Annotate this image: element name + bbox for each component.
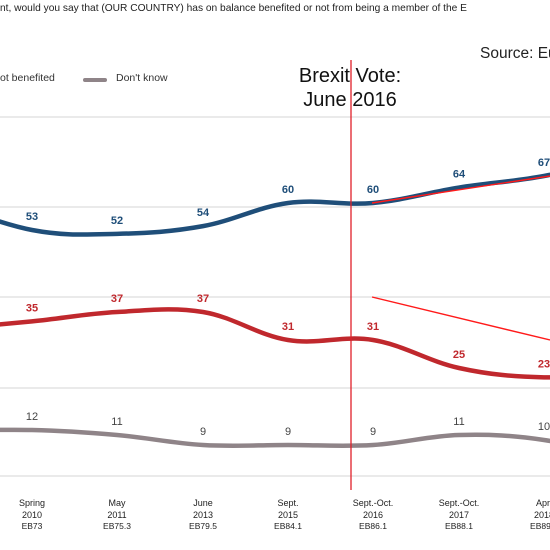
x-tick-label-2-line2: 2011 (107, 509, 127, 520)
data-label-grey-7: 10 (538, 421, 550, 433)
data-label-red-2: 37 (111, 293, 123, 305)
x-tick-label-2-line3: EB75.3 (103, 521, 131, 531)
x-tick-label-1-line1: Spring (18, 498, 45, 508)
trend-annotation-line-0 (371, 175, 550, 204)
series-line-red (0, 307, 550, 380)
x-tick-label-6-line3: EB88.1 (445, 521, 473, 531)
data-label-red-4: 31 (282, 321, 294, 333)
data-label-blue-5: 60 (367, 184, 379, 196)
x-tick-label-5-line2: 2016 (362, 509, 384, 520)
data-label-blue-6: 64 (453, 169, 466, 181)
source-note: Source: Eu (480, 45, 550, 62)
x-tick-label-2-line1: May (108, 498, 126, 508)
data-label-red-5: 31 (367, 321, 379, 333)
data-label-grey-5: 9 (370, 426, 376, 438)
trend-annotation-line-1 (371, 296, 550, 341)
series-lines (0, 172, 550, 449)
x-tick-label-7-line1: Apr. (535, 498, 550, 508)
data-labels: 53 52 54 60 60 64 67 35 37 37 31 31 25 23 12 11 9 9 9 11 10 (26, 157, 550, 438)
x-tick-label-4-line1: Sept. (277, 498, 299, 508)
data-label-grey-6: 11 (453, 416, 464, 428)
x-tick-label-5: Sept.-Oct. 2016 EB86.1 (338, 498, 408, 533)
x-tick-label-1: Spring 2010 EB73 (0, 498, 67, 533)
x-tick-label-3-line3: EB79.5 (189, 521, 217, 531)
x-tick-label-4-line3: EB84.1 (274, 521, 302, 531)
x-tick-label-1-line3: EB73 (21, 521, 43, 531)
annotation-line-2: June 2016 (303, 89, 397, 111)
x-tick-label-4-line2: 2015 (277, 509, 299, 520)
legend-label-dont-know: Don't know (116, 72, 168, 84)
x-tick-label-7-line2: 2018 (533, 509, 550, 520)
legend-swatch-dont-know (83, 78, 107, 82)
data-label-red-7: 23 (538, 358, 550, 370)
data-label-grey-4: 9 (285, 426, 291, 438)
series-line-grey (0, 427, 550, 449)
data-label-blue-4: 60 (282, 184, 294, 196)
x-tick-label-7: Apr.2018EB89.2 (509, 498, 550, 533)
series-line-blue (0, 172, 550, 237)
data-label-blue-7: 67 (538, 157, 550, 169)
trend-annotation-lines (371, 175, 550, 341)
x-tick-label-5-line1: Sept.-Oct. (352, 498, 394, 508)
x-tick-label-3-line1: June (193, 498, 213, 508)
gridlines (0, 116, 550, 477)
x-tick-label-4: Sept. 2015 EB84.1 (253, 498, 323, 533)
x-tick-label-1-line2: 2010 (21, 509, 43, 520)
x-tick-label-6-line1: Sept.-Oct. (438, 498, 480, 508)
legend-label-not-benefited: ot benefited (0, 72, 55, 84)
data-label-red-6: 25 (453, 349, 465, 361)
x-tick-label-3: June 2013 EB79.5 (168, 498, 238, 533)
data-label-grey-3: 9 (200, 426, 206, 438)
x-tick-label-7-line3: EB89.2 (530, 521, 550, 531)
x-tick-label-2: May 2011 EB75.3 (82, 498, 152, 533)
data-label-blue-1: 53 (26, 211, 38, 223)
data-label-red-1: 35 (26, 302, 38, 314)
data-label-blue-3: 54 (197, 207, 210, 219)
x-tick-label-5-line3: EB86.1 (359, 521, 387, 531)
brexit-vote-annotation: Brexit Vote: June 2016 (276, 64, 424, 112)
data-label-red-3: 37 (197, 293, 209, 305)
data-label-blue-2: 52 (111, 215, 123, 227)
x-tick-label-6-line2: 2017 (448, 509, 470, 520)
data-label-grey-2: 11 (111, 416, 122, 428)
x-tick-label-6: Sept.-Oct. 2017 EB88.1 (424, 498, 494, 533)
annotation-line-1: Brexit Vote: (298, 65, 402, 87)
survey-question: nt, would you say that (OUR COUNTRY) has… (0, 3, 467, 14)
data-label-grey-1: 12 (26, 411, 38, 423)
x-tick-label-3-line2: 2013 (192, 509, 214, 520)
